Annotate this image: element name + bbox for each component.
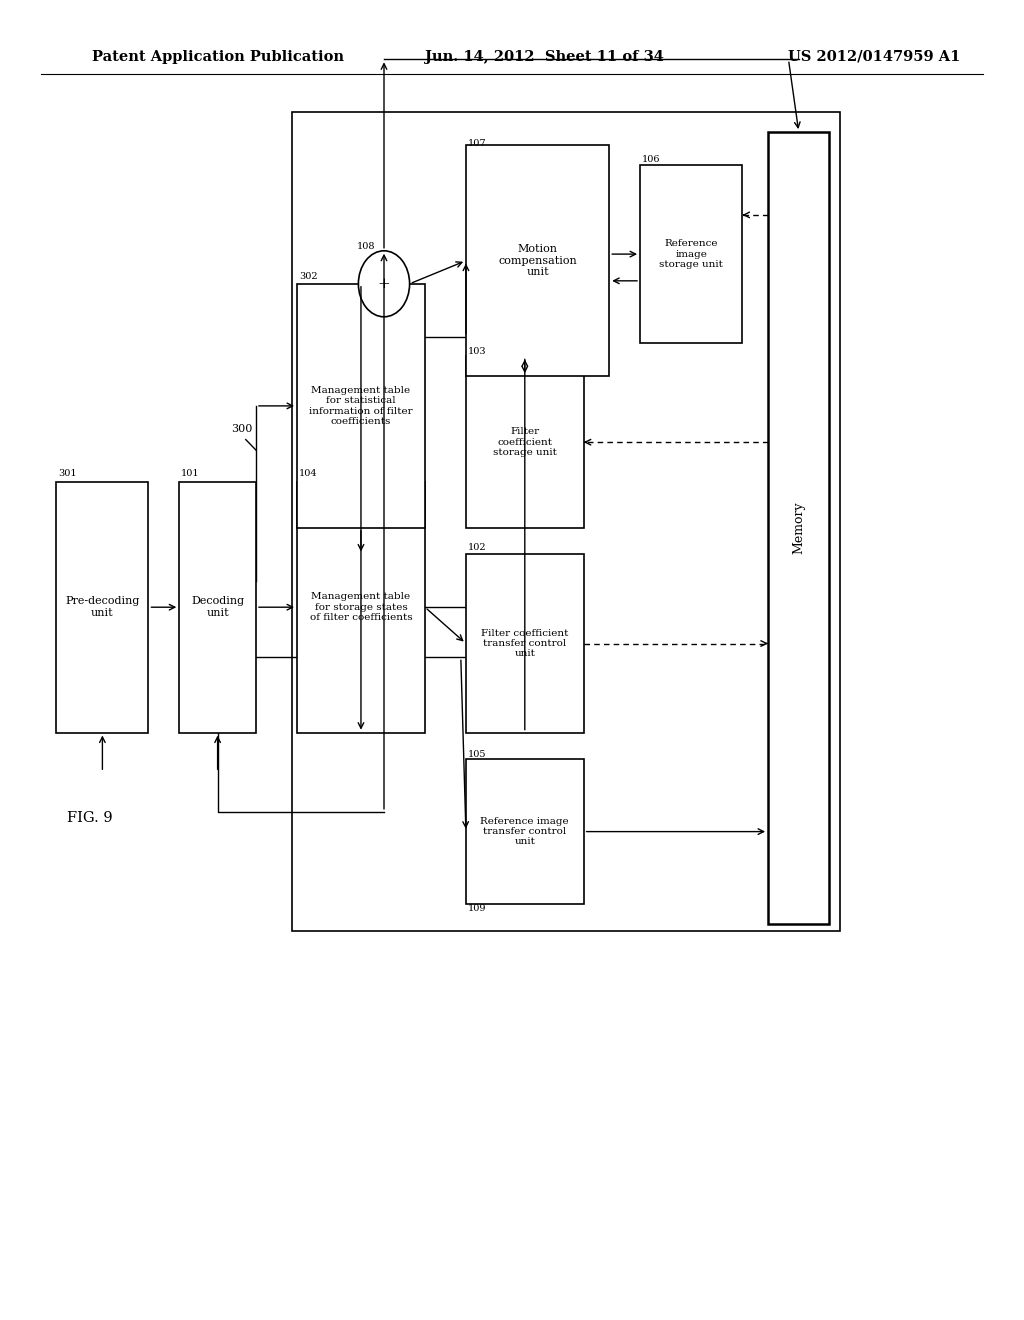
Text: 102: 102 bbox=[468, 543, 486, 552]
Bar bbox=[640, 165, 742, 343]
Text: 301: 301 bbox=[58, 469, 77, 478]
Text: 107: 107 bbox=[468, 139, 486, 148]
Text: 302: 302 bbox=[299, 272, 317, 281]
Text: 103: 103 bbox=[468, 347, 486, 356]
Bar bbox=[56, 482, 148, 733]
Bar bbox=[466, 759, 584, 904]
Circle shape bbox=[358, 251, 410, 317]
Text: 106: 106 bbox=[642, 154, 660, 164]
Text: US 2012/0147959 A1: US 2012/0147959 A1 bbox=[788, 50, 961, 63]
Text: Reference
image
storage unit: Reference image storage unit bbox=[659, 239, 723, 269]
Text: 109: 109 bbox=[468, 904, 486, 913]
Bar bbox=[768, 132, 829, 924]
Bar bbox=[297, 482, 425, 733]
Text: 104: 104 bbox=[299, 469, 317, 478]
Bar bbox=[466, 356, 584, 528]
Text: +: + bbox=[378, 277, 390, 290]
Text: Management table
for statistical
information of filter
coefficients: Management table for statistical informa… bbox=[309, 385, 413, 426]
Bar bbox=[292, 112, 840, 931]
Text: Patent Application Publication: Patent Application Publication bbox=[92, 50, 344, 63]
Text: Filter coefficient
transfer control
unit: Filter coefficient transfer control unit bbox=[481, 628, 568, 659]
Text: Management table
for storage states
of filter coefficients: Management table for storage states of f… bbox=[309, 593, 413, 622]
Text: Reference image
transfer control
unit: Reference image transfer control unit bbox=[480, 817, 569, 846]
Text: Memory: Memory bbox=[793, 502, 805, 554]
Bar bbox=[179, 482, 256, 733]
Text: Decoding
unit: Decoding unit bbox=[191, 597, 244, 618]
Text: 105: 105 bbox=[468, 750, 486, 759]
Bar bbox=[466, 554, 584, 733]
Text: Jun. 14, 2012  Sheet 11 of 34: Jun. 14, 2012 Sheet 11 of 34 bbox=[425, 50, 664, 63]
Text: 108: 108 bbox=[356, 242, 375, 251]
Text: Filter
coefficient
storage unit: Filter coefficient storage unit bbox=[493, 428, 557, 457]
Text: 101: 101 bbox=[181, 469, 200, 478]
Bar bbox=[297, 284, 425, 528]
Text: FIG. 9: FIG. 9 bbox=[67, 812, 113, 825]
Text: 300: 300 bbox=[231, 424, 253, 434]
Bar bbox=[466, 145, 609, 376]
Text: Pre-decoding
unit: Pre-decoding unit bbox=[66, 597, 139, 618]
Text: Motion
compensation
unit: Motion compensation unit bbox=[499, 244, 577, 277]
